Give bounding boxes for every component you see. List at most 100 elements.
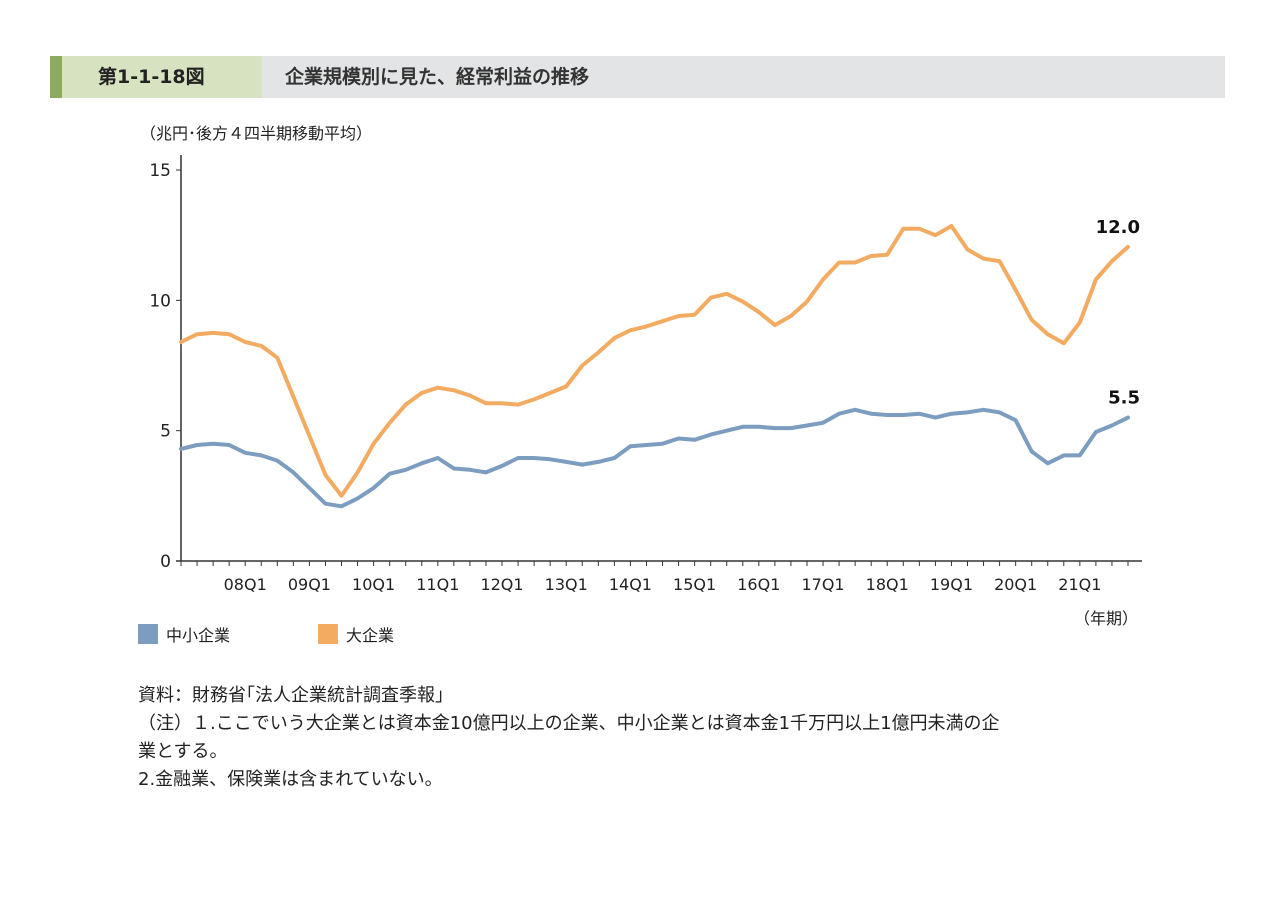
data-point-large	[212, 332, 214, 334]
end-value-label-large: 12.0	[1096, 217, 1140, 238]
data-point-sme	[999, 411, 1001, 413]
data-point-sme	[629, 445, 632, 447]
data-point-large	[324, 474, 327, 476]
legend-label-sme: 中小企業	[166, 626, 231, 645]
data-point-sme	[742, 426, 744, 428]
data-point-large	[405, 404, 407, 406]
data-point-sme	[196, 444, 198, 446]
data-point-large	[485, 402, 487, 404]
y-unit-label: （兆円･後方４四半期移動平均）	[140, 124, 372, 143]
data-point-sme	[870, 413, 872, 415]
y-tick-label: 10	[149, 291, 171, 311]
x-tick-label: 12Q1	[480, 575, 523, 594]
data-point-sme	[437, 457, 439, 459]
y-tick-label: 0	[160, 552, 171, 572]
data-point-large	[196, 333, 198, 335]
line-chart: （兆円･後方４四半期移動平均） （年期） 0 5 10 15 08Q1 09Q1 10Q1…	[140, 124, 1142, 628]
legend-swatch-sme	[138, 624, 158, 644]
data-point-large	[517, 404, 519, 406]
x-tick-label: 13Q1	[545, 575, 588, 594]
data-point-sme	[533, 457, 535, 459]
data-point-large	[1127, 246, 1129, 248]
legend-label-large: 大企業	[346, 626, 395, 645]
data-point-sme	[645, 444, 648, 446]
data-point-large	[292, 396, 294, 398]
data-point-large	[276, 357, 278, 359]
data-point-sme	[886, 414, 888, 416]
data-point-sme	[710, 434, 712, 436]
data-point-sme	[661, 443, 664, 445]
data-point-large	[469, 394, 471, 397]
legend-item-sme: 中小企業	[138, 623, 230, 645]
data-point-large	[726, 293, 728, 295]
data-point-large	[661, 320, 664, 322]
data-point-large	[1031, 319, 1033, 321]
data-point-large	[597, 351, 599, 354]
x-axis-ticks: 08Q1 09Q1 10Q1 11Q1 12Q1 13Q1 14Q1 15Q1 16Q1 17Q1…	[180, 561, 1129, 594]
data-point-large	[244, 341, 246, 343]
data-point-large	[180, 341, 182, 343]
data-point-large	[1079, 321, 1081, 324]
data-point-sme	[790, 427, 792, 429]
data-point-sme	[292, 471, 294, 473]
x-tick-label: 18Q1	[866, 575, 909, 594]
data-point-sme	[485, 471, 487, 473]
data-point-sme	[549, 458, 551, 460]
data-point-large	[982, 258, 985, 260]
data-point-sme	[694, 439, 696, 441]
data-point-sme	[1047, 462, 1049, 464]
notes-block: 資料：財務省｢法人企業統計調査季報｣ （注）１.ここでいう大企業とは資本金10億…	[138, 682, 1148, 794]
data-point-sme	[260, 454, 262, 456]
data-point-sme	[1127, 417, 1129, 419]
data-point-large	[549, 392, 551, 394]
data-point-sme	[1111, 424, 1113, 427]
x-tick-label: 11Q1	[416, 575, 459, 594]
data-point-large	[437, 387, 439, 389]
series-line-sme	[179, 407, 1130, 509]
data-point-sme	[324, 503, 327, 505]
data-point-sme	[950, 413, 953, 415]
data-point-sme	[1015, 419, 1017, 421]
note-1-line-1: （注）１.ここでいう大企業とは資本金10億円以上の企業、中小企業とは資本金1千万…	[138, 713, 1000, 734]
data-point-large	[1063, 342, 1065, 344]
data-point-sme	[822, 422, 824, 424]
data-point-large	[999, 260, 1001, 262]
data-point-large	[678, 315, 680, 317]
x-tick-label: 14Q1	[609, 575, 652, 594]
data-point-sme	[308, 487, 310, 489]
data-point-sme	[501, 465, 503, 467]
note-2: 2.金融業、保険業は含まれていない。	[138, 769, 443, 790]
legend-item-large: 大企業	[318, 623, 394, 645]
data-point-sme	[228, 444, 230, 446]
y-tick-label: 15	[149, 161, 171, 181]
data-point-large	[774, 324, 776, 326]
data-point-sme	[726, 430, 728, 432]
data-point-large	[870, 255, 872, 257]
data-point-sme	[180, 448, 182, 450]
data-point-large	[453, 389, 455, 391]
data-point-large	[902, 228, 904, 230]
data-point-large	[1015, 289, 1017, 291]
data-point-large	[1111, 260, 1113, 262]
data-point-sme	[405, 469, 407, 471]
data-point-sme	[421, 462, 423, 464]
figure-header: 第1-1-18図 企業規模別に見た、経常利益の推移	[50, 56, 1225, 98]
x-tick-label: 10Q1	[352, 575, 395, 594]
data-point-large	[228, 333, 230, 335]
data-point-sme	[597, 461, 599, 463]
data-point-large	[790, 315, 792, 317]
data-point-large	[260, 345, 262, 347]
data-point-large	[822, 278, 824, 281]
data-point-large	[340, 495, 343, 497]
x-tick-label: 17Q1	[801, 575, 844, 594]
header-accent-bar	[50, 56, 62, 98]
data-point-sme	[902, 414, 904, 416]
data-point-sme	[565, 461, 567, 463]
note-1-line-2: 業とする。	[138, 741, 228, 762]
data-point-large	[758, 311, 760, 313]
data-point-sme	[806, 424, 808, 427]
series-layer: 5.5 12.0	[179, 217, 1140, 509]
data-point-large	[1095, 278, 1097, 281]
data-point-large	[742, 301, 744, 303]
data-point-large	[966, 248, 969, 251]
